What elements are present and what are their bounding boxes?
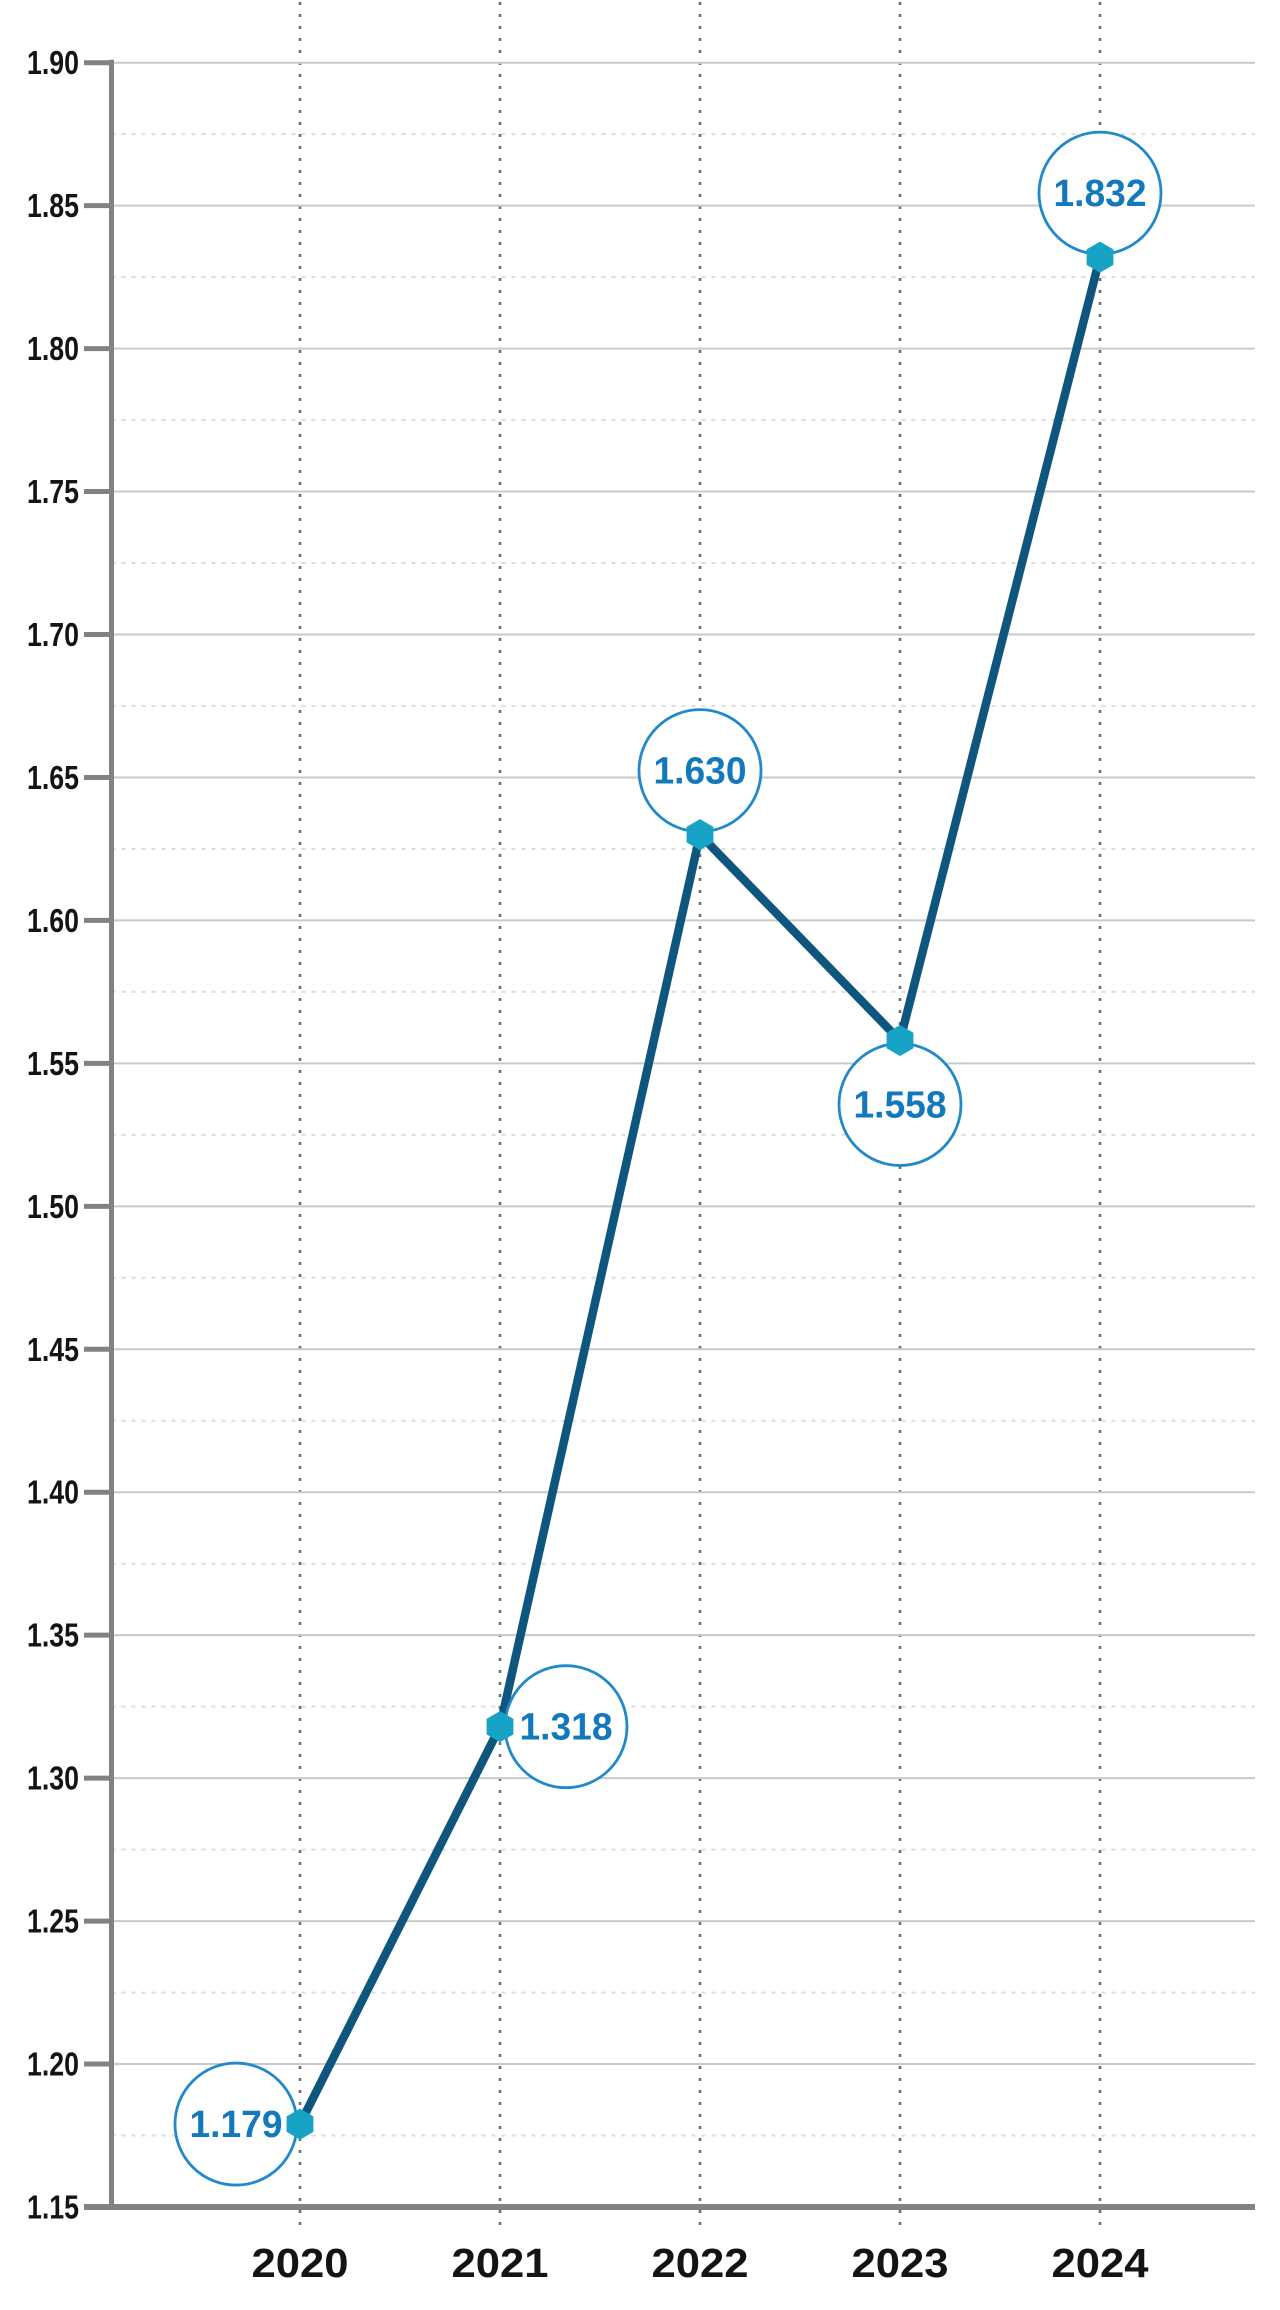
value-bubble-label: 1.179	[190, 2104, 283, 2146]
y-tick-label: 1.60	[27, 902, 79, 939]
y-tick-label: 1.65	[27, 759, 79, 796]
y-tick-label: 1.15	[27, 2189, 79, 2226]
y-tick-label: 1.85	[27, 187, 79, 224]
y-tick-label: 1.45	[27, 1331, 79, 1368]
y-tick-label: 1.40	[27, 1474, 79, 1511]
y-tick-label: 1.35	[27, 1617, 79, 1654]
data-point-marker	[486, 1711, 514, 1743]
data-point-marker	[686, 819, 714, 851]
y-tick-label: 1.30	[27, 1760, 79, 1797]
x-tick-label: 2021	[452, 2240, 549, 2286]
value-bubble-label: 1.558	[854, 1085, 947, 1127]
y-tick-label: 1.25	[27, 1903, 79, 1940]
value-bubble-label: 1.318	[520, 1707, 613, 1749]
y-tick-label: 1.75	[27, 473, 79, 510]
data-point-marker	[886, 1025, 914, 1057]
x-tick-label: 2024	[1052, 2240, 1149, 2286]
x-tick-label: 2023	[852, 2240, 949, 2286]
y-tick-label: 1.50	[27, 1188, 79, 1225]
y-tick-label: 1.55	[27, 1045, 79, 1082]
data-point-marker	[1086, 241, 1114, 273]
y-tick-label: 1.70	[27, 616, 79, 653]
value-bubble-label: 1.832	[1054, 173, 1147, 215]
y-tick-label: 1.80	[27, 330, 79, 367]
x-tick-label: 2022	[652, 2240, 749, 2286]
x-tick-label: 2020	[252, 2240, 349, 2286]
y-tick-label: 1.20	[27, 2046, 79, 2083]
value-bubble-label: 1.630	[654, 751, 747, 793]
y-tick-label: 1.90	[27, 44, 79, 81]
data-point-marker	[286, 2108, 314, 2140]
